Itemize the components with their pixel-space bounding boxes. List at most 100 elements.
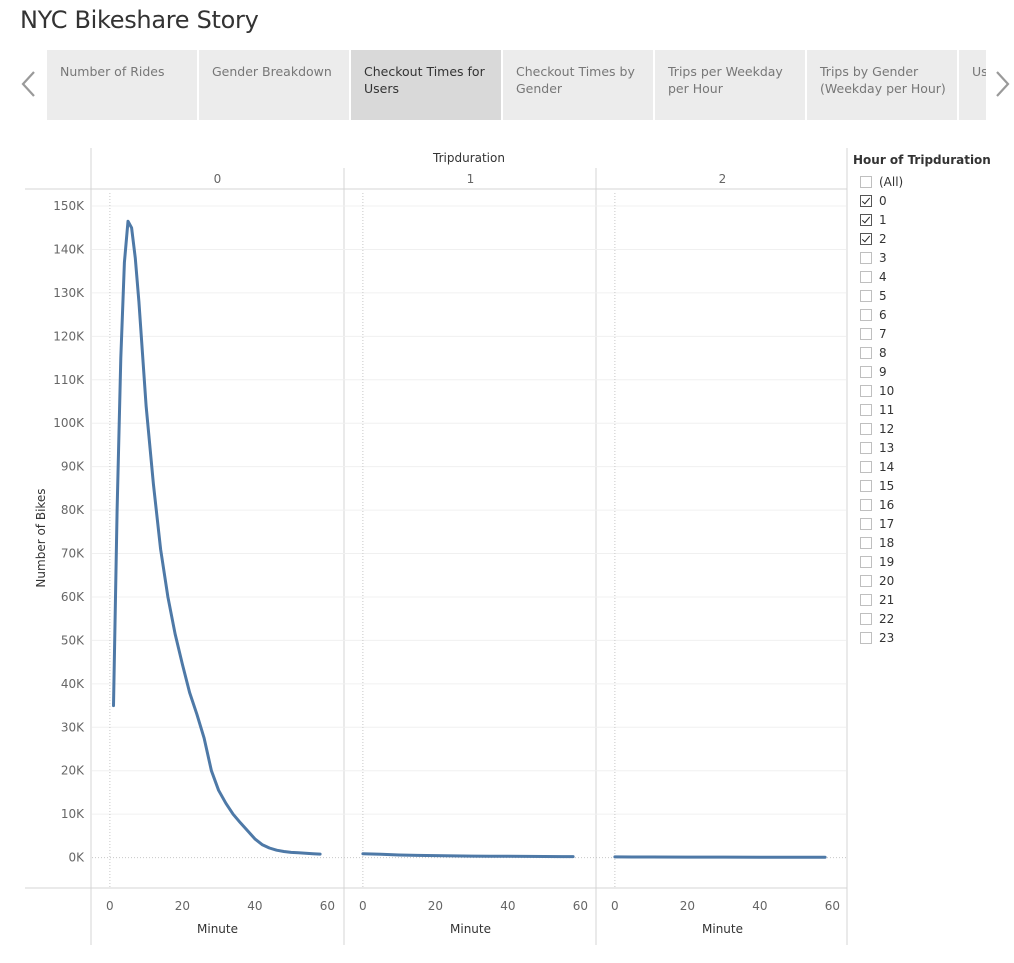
y-tick-label: 120K (53, 329, 85, 343)
filter-item[interactable]: 19 (853, 552, 1003, 571)
checkbox-icon[interactable] (860, 365, 872, 378)
filter-item[interactable]: 12 (853, 419, 1003, 438)
filter-item[interactable]: 16 (853, 495, 1003, 514)
filter-item-label: 3 (879, 250, 887, 265)
filter-item[interactable]: 10 (853, 381, 1003, 400)
filter-item[interactable]: 13 (853, 438, 1003, 457)
checkout-times-chart: 0K10K20K30K40K50K60K70K80K90K100K110K120… (25, 148, 848, 945)
filter-item[interactable]: 20 (853, 571, 1003, 590)
filter-item[interactable]: 23 (853, 628, 1003, 647)
story-title: NYC Bikeshare Story (20, 6, 259, 34)
checkbox-icon[interactable] (860, 593, 872, 606)
checkbox-icon[interactable] (860, 555, 872, 568)
filter-item[interactable]: 18 (853, 533, 1003, 552)
column-header: Tripduration (432, 151, 505, 165)
checkbox-icon[interactable] (860, 441, 872, 454)
filter-item-label: 0 (879, 193, 887, 208)
filter-item-label: 20 (879, 573, 895, 588)
filter-item[interactable]: 11 (853, 400, 1003, 419)
checkbox-icon[interactable] (860, 289, 872, 302)
checkbox-icon[interactable] (860, 327, 872, 340)
filter-item[interactable]: 5 (853, 286, 1003, 305)
filter-item[interactable]: 9 (853, 362, 1003, 381)
checkbox-icon[interactable] (860, 612, 872, 625)
chevron-right-icon[interactable] (994, 68, 1012, 100)
filter-item[interactable]: 4 (853, 267, 1003, 286)
filter-item[interactable]: 15 (853, 476, 1003, 495)
y-tick-label: 50K (61, 633, 85, 647)
filter-item[interactable]: 17 (853, 514, 1003, 533)
x-axis-title: Minute (450, 922, 491, 936)
hour-filter: Hour of Tripduration (All) 0 1 2 3 4 5 6 7 8 9 10 11… (853, 152, 1003, 647)
checkbox-icon[interactable] (860, 498, 872, 511)
checkbox-icon[interactable] (860, 517, 872, 530)
filter-item[interactable]: 14 (853, 457, 1003, 476)
filter-item-label: 17 (879, 516, 895, 531)
checkbox-icon[interactable] (860, 460, 872, 473)
checkbox-icon[interactable] (860, 479, 872, 492)
checkbox-icon[interactable] (860, 308, 872, 321)
filter-item[interactable]: 0 (853, 191, 1003, 210)
y-tick-label: 80K (61, 503, 85, 517)
checkbox-icon[interactable] (860, 403, 872, 416)
filter-title: Hour of Tripduration (853, 153, 991, 167)
filter-item-label: 9 (879, 364, 887, 379)
filter-item-label: 15 (879, 478, 895, 493)
filter-item[interactable]: 1 (853, 210, 1003, 229)
checkbox-icon[interactable] (860, 422, 872, 435)
filter-item-label: 18 (879, 535, 895, 550)
tab-3[interactable]: Checkout Times by Gender (503, 50, 653, 120)
tab-1[interactable]: Gender Breakdown (199, 50, 349, 120)
x-tick-label: 60 (825, 899, 840, 913)
checkbox-icon[interactable] (860, 232, 872, 245)
filter-item[interactable]: 2 (853, 229, 1003, 248)
filter-item[interactable]: (All) (853, 172, 1003, 191)
panel-label: 0 (214, 172, 222, 186)
checkbox-icon[interactable] (860, 251, 872, 264)
tab-0[interactable]: Number of Rides (47, 50, 197, 120)
checkbox-icon[interactable] (860, 175, 872, 188)
filter-item[interactable]: 6 (853, 305, 1003, 324)
y-tick-label: 70K (61, 547, 85, 561)
filter-item[interactable]: 3 (853, 248, 1003, 267)
tab-4[interactable]: Trips per Weekday per Hour (655, 50, 805, 120)
checkbox-icon[interactable] (860, 213, 872, 226)
x-tick-label: 60 (320, 899, 335, 913)
checkbox-icon[interactable] (860, 574, 872, 587)
x-axis-title: Minute (702, 922, 743, 936)
tab-2[interactable]: Checkout Times for Users (351, 50, 501, 120)
checkbox-icon[interactable] (860, 194, 872, 207)
filter-item-label: 23 (879, 630, 895, 645)
series-line-panel-1 (361, 852, 575, 859)
tab-6[interactable]: Us by (959, 50, 986, 120)
filter-item-label: 22 (879, 611, 895, 626)
filter-item-label: 6 (879, 307, 887, 322)
checkbox-icon[interactable] (860, 631, 872, 644)
y-tick-label: 40K (61, 677, 85, 691)
chevron-left-icon[interactable] (20, 68, 38, 100)
filter-item[interactable]: 7 (853, 324, 1003, 343)
x-tick-label: 40 (247, 899, 262, 913)
filter-item-label: 10 (879, 383, 895, 398)
filter-item-label: 16 (879, 497, 895, 512)
filter-item[interactable]: 22 (853, 609, 1003, 628)
filter-item-label: (All) (879, 174, 904, 189)
series-line-panel-0 (112, 219, 322, 856)
filter-item-label: 19 (879, 554, 895, 569)
panel-label: 2 (719, 172, 727, 186)
checkbox-icon[interactable] (860, 536, 872, 549)
tab-5[interactable]: Trips by Gender (Weekday per Hour) (807, 50, 957, 120)
filter-item[interactable]: 8 (853, 343, 1003, 362)
filter-list: (All) 0 1 2 3 4 5 6 7 8 9 10 11 12 13 14 15 16 17 18 19 20 21 2… (853, 172, 1003, 647)
filter-item-label: 2 (879, 231, 887, 246)
checkbox-icon[interactable] (860, 346, 872, 359)
filter-item-label: 12 (879, 421, 895, 436)
filter-item[interactable]: 21 (853, 590, 1003, 609)
filter-item-label: 21 (879, 592, 895, 607)
x-axis-title: Minute (197, 922, 238, 936)
x-tick-label: 0 (106, 899, 114, 913)
y-tick-label: 110K (53, 373, 85, 387)
x-tick-label: 20 (428, 899, 443, 913)
checkbox-icon[interactable] (860, 270, 872, 283)
checkbox-icon[interactable] (860, 384, 872, 397)
